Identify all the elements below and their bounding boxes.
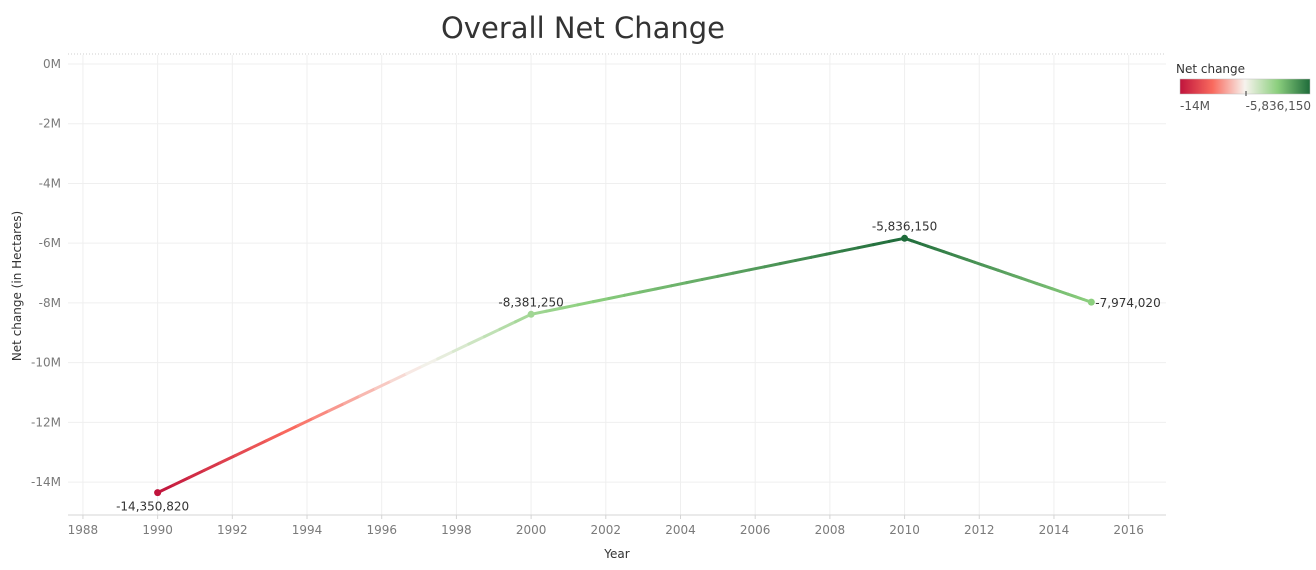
y-tick-label: -6M [39,236,61,250]
series-line-segment [482,327,502,339]
chart-title: Overall Net Change [441,11,725,45]
data-point[interactable] [154,489,162,497]
series-line-segment [187,468,206,480]
series-line-segment [358,387,377,398]
data-label: -14,350,820 [116,500,189,514]
y-tick-labels: 0M -2M -4M -6M -8M -10M -12M -14M [31,57,61,489]
y-tick-label: -10M [31,356,61,370]
series-line-segment [654,284,673,291]
series-line-segment [311,409,331,420]
data-point[interactable] [1087,298,1095,306]
series-line-segment [467,335,486,346]
series-line-segment [622,290,642,297]
x-tick-label: 2010 [889,523,920,537]
series-line-segment [576,300,595,307]
x-tick-label: 2006 [740,523,771,537]
series-line-segment [716,271,735,278]
legend-max-label: -5,836,150 [1246,99,1311,113]
series-line-segment [607,293,626,300]
x-tick-labels: 1988 1990 1992 1994 1996 1998 2000 2002 2004 2006… [68,523,1144,537]
data-label: -5,836,150 [872,219,937,233]
series-line-segment [249,439,269,450]
series-line-segment [327,401,346,413]
series-line-segment [218,453,237,465]
data-point[interactable] [527,310,535,318]
x-tick-label: 1994 [292,523,323,537]
data-point[interactable] [901,234,909,242]
data-label: -8,381,250 [498,295,563,309]
series-line-segment [747,265,767,272]
series-line-segment [700,274,720,281]
x-tick-label: 1998 [441,523,472,537]
x-tick-label: 1996 [366,523,397,537]
legend-title: Net change [1176,62,1245,76]
series-line-segment [171,476,191,487]
x-tick-label: 2008 [815,523,846,537]
grid [68,55,1166,519]
series-line-segment [763,262,782,269]
series-line-segment [405,364,424,376]
x-tick-label: 2002 [591,523,622,537]
series-line-segment [871,239,891,247]
series-line-segment [420,357,440,368]
x-tick-label: 2004 [665,523,696,537]
x-tick-label: 2000 [516,523,547,537]
x-axis-label: Year [603,547,629,561]
series-line-segment [498,320,518,331]
series-line-segment [840,246,860,253]
color-legend: Net change -14M -5,836,150 [1176,62,1311,113]
series-line-segment [778,258,798,266]
x-tick-label: 2012 [964,523,995,537]
data-points [154,234,1095,497]
series-line-segment [436,349,455,361]
series-line-segment [389,372,409,383]
data-label: -7,974,020 [1095,296,1160,310]
series-line-segment [296,416,315,428]
y-tick-label: 0M [43,57,61,71]
series-line-segment [685,277,704,285]
y-tick-label: -12M [31,415,61,429]
data-labels: -14,350,820 -8,381,250 -5,836,150 -7,974,02… [116,219,1161,513]
legend-min-label: -14M [1180,99,1210,113]
series-line-segment [825,249,844,256]
series-line-segment [202,461,222,472]
series-line-segment [451,342,471,353]
y-tick-label: -8M [39,296,61,310]
x-tick-label: 1988 [68,523,99,537]
x-tick-label: 1990 [142,523,173,537]
series-line-segment [373,379,393,391]
x-tick-label: 1992 [217,523,248,537]
x-tick-label: 2014 [1039,523,1070,537]
series-line-segment [233,446,253,457]
y-tick-label: -2M [39,117,61,131]
series-line-segment [731,268,751,275]
series-line-segment [280,424,300,435]
legend-gradient-bar [1179,78,1311,95]
series-line-segment [560,303,580,310]
y-axis-label: Net change (in Hectares) [10,211,24,361]
series-line-segment [669,281,689,288]
series-line-segment [265,431,284,443]
series-line-segment [342,394,362,405]
y-tick-label: -14M [31,475,61,489]
x-tick-label: 2016 [1113,523,1144,537]
series-line-segment [545,306,564,313]
series-line-segment [591,296,611,304]
series-line-segment [794,255,813,262]
series-line [156,236,1093,495]
series-line-segment [809,252,829,259]
series-line-segment [638,287,658,294]
series-line-segment [856,243,875,250]
y-tick-label: -4M [39,176,61,190]
